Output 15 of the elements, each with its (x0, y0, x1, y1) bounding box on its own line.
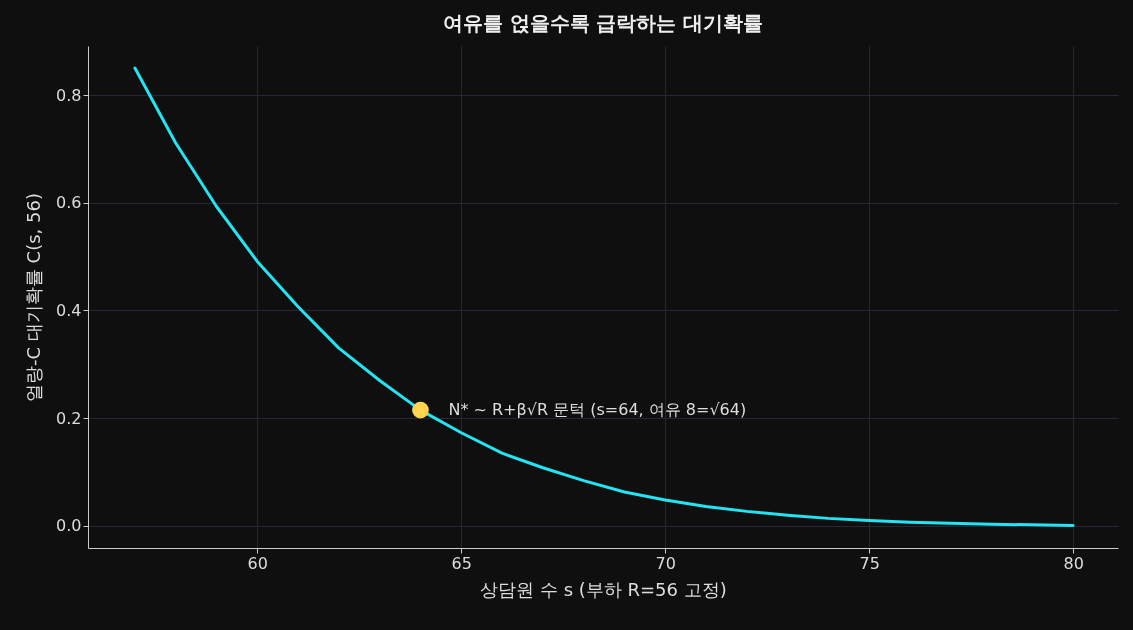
y-tick-label: 0.6 (56, 193, 82, 213)
y-tick-label: 0.2 (56, 408, 82, 428)
x-axis-title: 상담원 수 s (부하 R=56 고정) (480, 578, 727, 600)
x-tick-label: 65 (451, 553, 472, 573)
annotation: N* ~ R+β√R 문턱 (s=64, 여유 8=√64) (448, 400, 747, 420)
x-tick-label: 70 (655, 553, 676, 573)
x-tick-label: 60 (247, 553, 268, 573)
x-tick-label: 75 (859, 553, 880, 573)
chart-title: 여유를 얹을수록 급락하는 대기확률 (442, 11, 764, 35)
y-tick-label: 0.4 (56, 300, 82, 320)
line-series (133, 66, 1075, 527)
y-tick-label: 0.8 (56, 85, 82, 105)
x-tick-label: 80 (1063, 553, 1084, 573)
y-axis-title: 얼랑-C 대기확률 C(s, 56) (23, 193, 45, 402)
y-tick-label: 0.0 (56, 516, 82, 536)
